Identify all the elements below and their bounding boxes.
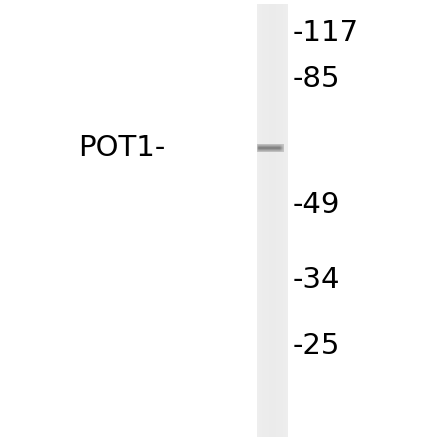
Text: -25: -25 xyxy=(293,332,340,360)
Text: -49: -49 xyxy=(293,191,340,219)
Text: -85: -85 xyxy=(293,65,340,93)
Text: -34: -34 xyxy=(293,266,340,294)
Text: -117: -117 xyxy=(293,19,359,47)
Text: POT1-: POT1- xyxy=(78,134,165,162)
